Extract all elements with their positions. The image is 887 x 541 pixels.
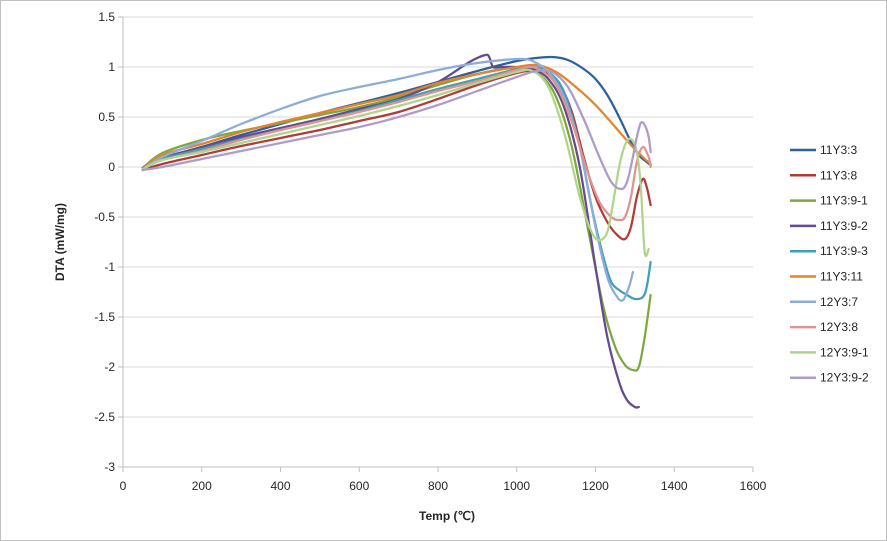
y-tick-label: 0.5 xyxy=(98,110,115,124)
series-lines xyxy=(141,53,652,409)
series-line xyxy=(141,69,652,191)
series-line xyxy=(141,57,635,302)
y-tick-label: 1 xyxy=(108,60,115,74)
legend-label: 12Y3:9-2 xyxy=(820,371,869,385)
legend-label: 11Y3:9-1 xyxy=(820,194,868,208)
series-line xyxy=(141,63,652,171)
series-line xyxy=(141,53,640,409)
legend-label: 12Y3:9-1 xyxy=(820,345,869,359)
axes xyxy=(118,16,754,472)
y-tick-label: 1.5 xyxy=(98,10,115,24)
y-tick-labels: -3 -2.5 -2 -1.5 -1 -0.5 0 0.5 1 1.5 xyxy=(94,10,115,474)
legend-label: 11Y3:8 xyxy=(820,168,857,182)
x-axis-title: Temp (℃) xyxy=(419,509,475,523)
y-tick-label: -2.5 xyxy=(94,410,115,424)
y-tick-label: -3 xyxy=(104,460,115,474)
legend-label: 11Y3:9-2 xyxy=(820,219,868,233)
x-tick-label: 400 xyxy=(270,479,290,493)
series-line xyxy=(141,69,652,241)
x-tick-label: 1600 xyxy=(740,479,767,493)
series-line xyxy=(141,68,650,258)
x-tick-labels: 0 200 400 600 800 1000 1200 1400 1600 xyxy=(120,479,767,493)
y-axis-title: DTA (mW/mg) xyxy=(53,203,67,281)
legend: 11Y3:3 11Y3:8 11Y3:9-1 11Y3:9-2 11Y3:9-3 11Y3… xyxy=(790,143,869,385)
x-tick-label: 1400 xyxy=(661,479,688,493)
y-tick-label: -2 xyxy=(104,360,115,374)
legend-label: 12Y3:8 xyxy=(820,320,858,334)
y-tick-label: -0.5 xyxy=(94,210,115,224)
x-tick-label: 200 xyxy=(192,479,212,493)
y-tick-label: -1.5 xyxy=(94,310,115,324)
x-tick-label: 0 xyxy=(120,479,127,493)
x-tick-label: 800 xyxy=(428,479,448,493)
x-tick-label: 1200 xyxy=(582,479,609,493)
x-tick-label: 1000 xyxy=(503,479,530,493)
x-tick-label: 600 xyxy=(349,479,369,493)
y-tick-label: 0 xyxy=(108,160,115,174)
y-tick-label: -1 xyxy=(104,260,115,274)
legend-label: 11Y3:11 xyxy=(820,270,863,284)
legend-label: 11Y3:3 xyxy=(820,143,857,157)
legend-label: 12Y3:7 xyxy=(820,295,858,309)
legend-label: 11Y3:9-3 xyxy=(820,244,868,258)
